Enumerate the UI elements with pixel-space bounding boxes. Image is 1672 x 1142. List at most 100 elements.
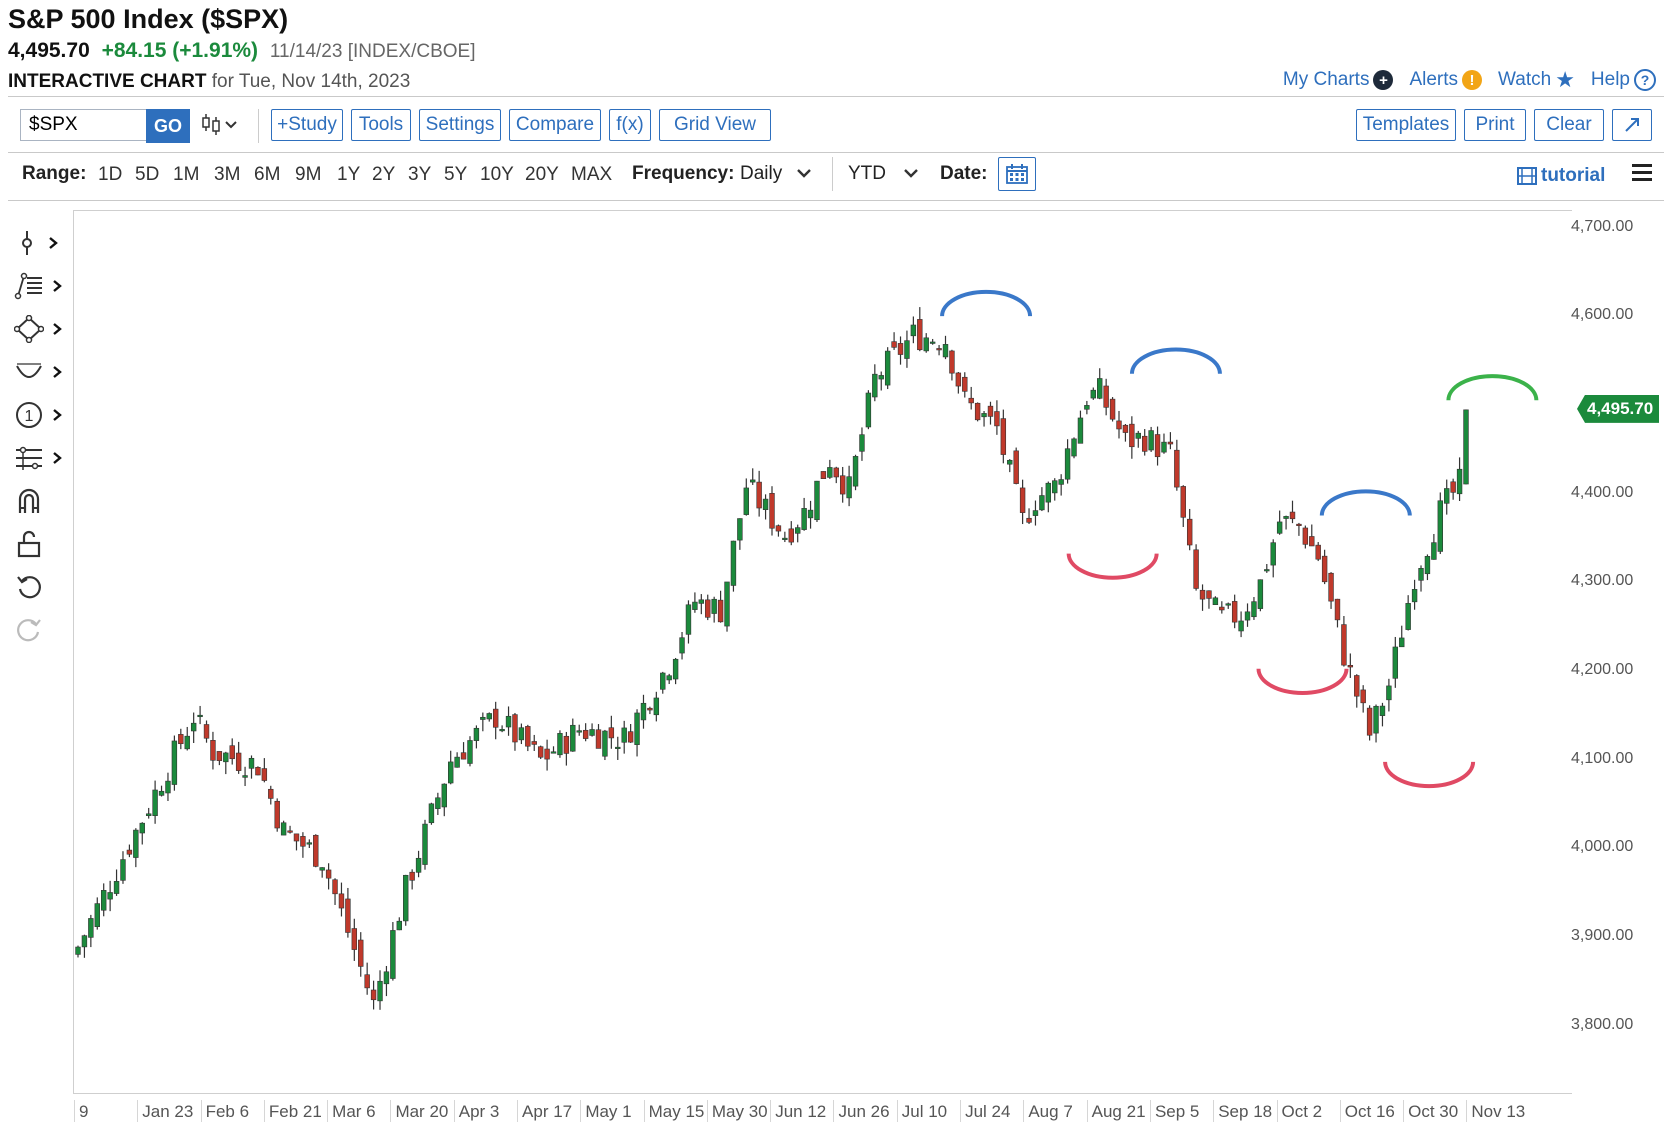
compare-button[interactable]: Compare	[509, 109, 601, 141]
bottom-arc-annotation[interactable]	[1066, 553, 1159, 580]
print-button[interactable]: Print	[1464, 109, 1526, 141]
chart-plot-area[interactable]	[73, 210, 1572, 1094]
candle-body	[1174, 449, 1180, 488]
date-picker-button[interactable]	[998, 157, 1036, 191]
watch-label: Watch	[1498, 69, 1552, 90]
top-arc-annotation[interactable]	[1129, 347, 1222, 374]
range-10y[interactable]: 10Y	[480, 164, 514, 185]
help-link[interactable]: Help ?	[1591, 69, 1656, 91]
candle-body	[1411, 589, 1418, 603]
candle-body	[229, 745, 235, 760]
templates-button[interactable]: Templates	[1356, 109, 1456, 141]
range-1d[interactable]: 1D	[98, 164, 123, 185]
candle-body	[403, 874, 409, 922]
fx-button[interactable]: f(x)	[609, 109, 651, 141]
magnet-tool[interactable]	[14, 485, 66, 517]
range-5y[interactable]: 5Y	[444, 164, 468, 185]
date-label: Date:	[940, 163, 988, 184]
measure-tool[interactable]	[14, 442, 66, 474]
candle-body	[962, 376, 968, 392]
chart-type-dropdown[interactable]	[200, 111, 240, 145]
candle-body	[859, 434, 865, 452]
range-3m[interactable]: 3M	[214, 164, 241, 185]
candle-body	[1379, 705, 1386, 716]
shapes-tool[interactable]	[14, 313, 66, 345]
study-button[interactable]: +Study	[271, 109, 343, 141]
undo-tool[interactable]	[14, 571, 66, 603]
frequency-dropdown[interactable]: Daily	[740, 163, 812, 185]
arc-tool[interactable]	[14, 356, 66, 388]
crosshair-tool[interactable]	[14, 227, 66, 259]
period-dropdown[interactable]: YTD	[848, 163, 919, 185]
range-max[interactable]: MAX	[571, 164, 613, 185]
my-charts-link[interactable]: My Charts +	[1283, 69, 1394, 91]
range-1m[interactable]: 1M	[173, 164, 200, 185]
candle-body	[1238, 620, 1244, 632]
candle-body	[602, 730, 608, 757]
alerts-link[interactable]: Alerts !	[1409, 69, 1483, 91]
range-20y[interactable]: 20Y	[525, 164, 559, 185]
candle-body	[158, 790, 165, 796]
x-tick-divider	[453, 1100, 455, 1122]
y-tick-label: 4,400.00	[1571, 483, 1634, 501]
candle-body	[203, 724, 210, 739]
x-tick-divider	[643, 1100, 645, 1122]
x-tick-divider	[74, 1100, 75, 1122]
top-arc-annotation[interactable]	[1319, 489, 1412, 516]
top-links: My Charts + Alerts ! Watch ★ Help ?	[1283, 67, 1656, 93]
candle-body	[653, 697, 660, 716]
candle-body	[1270, 542, 1276, 566]
settings-button[interactable]: Settings	[419, 109, 501, 141]
symbol-input[interactable]	[20, 109, 146, 141]
go-button[interactable]: GO	[146, 109, 190, 143]
range-1y[interactable]: 1Y	[337, 164, 361, 185]
candle-body	[1039, 495, 1045, 511]
candle-body	[435, 797, 441, 809]
y-tick-label: 3,800.00	[1571, 1015, 1634, 1033]
bottom-arc-annotation[interactable]	[1256, 668, 1349, 696]
range-2y[interactable]: 2Y	[372, 164, 396, 185]
grid-view-button[interactable]: Grid View	[659, 109, 771, 141]
range-5d[interactable]: 5D	[135, 164, 160, 185]
candle-body	[872, 373, 878, 398]
candle-body	[724, 581, 730, 627]
expand-button[interactable]	[1612, 109, 1652, 141]
y-axis: 4,700.00 4,600.00 4,400.00 4,300.00 4,200.00…	[1571, 210, 1672, 1092]
candle-body	[313, 834, 319, 867]
tools-button[interactable]: Tools	[351, 109, 411, 141]
range-9m[interactable]: 9M	[295, 164, 322, 185]
x-tick-label: Oct 30	[1408, 1102, 1459, 1121]
candle-body	[145, 813, 152, 816]
lock-tool[interactable]	[14, 528, 66, 560]
tutorial-link[interactable]: tutorial	[1517, 165, 1605, 187]
divider	[8, 96, 1664, 97]
undo-icon	[17, 576, 41, 599]
chevron-down-icon	[796, 169, 811, 178]
candle-body	[358, 939, 364, 967]
candle-body	[1097, 378, 1103, 399]
top-arc-annotation[interactable]	[1446, 374, 1539, 401]
clear-button[interactable]: Clear	[1534, 109, 1604, 141]
marker-tool[interactable]: 1	[14, 399, 66, 431]
plus-circle-icon: +	[1373, 70, 1394, 90]
candle-body	[1026, 517, 1032, 523]
range-6m[interactable]: 6M	[254, 164, 281, 185]
price-change: +84.15 (+1.91%)	[101, 39, 259, 62]
menu-button[interactable]	[1630, 161, 1654, 189]
redo-tool[interactable]	[14, 614, 66, 646]
candle-body	[377, 980, 383, 1002]
y-tick-label: 4,600.00	[1571, 306, 1634, 324]
range-3y[interactable]: 3Y	[408, 164, 432, 185]
x-tick-divider	[200, 1100, 202, 1122]
candle-body	[261, 768, 268, 781]
y-tick-label: 4,300.00	[1571, 572, 1634, 590]
candle-body	[711, 598, 717, 614]
candle-body	[1032, 510, 1039, 516]
candle-body	[640, 702, 647, 721]
top-arc-annotation[interactable]	[940, 289, 1033, 317]
watch-link[interactable]: Watch ★	[1498, 67, 1575, 93]
x-tick-label: Oct 16	[1344, 1102, 1395, 1121]
fib-tool[interactable]	[14, 270, 66, 302]
bottom-arc-annotation[interactable]	[1383, 761, 1476, 789]
x-tick-divider	[580, 1100, 582, 1122]
